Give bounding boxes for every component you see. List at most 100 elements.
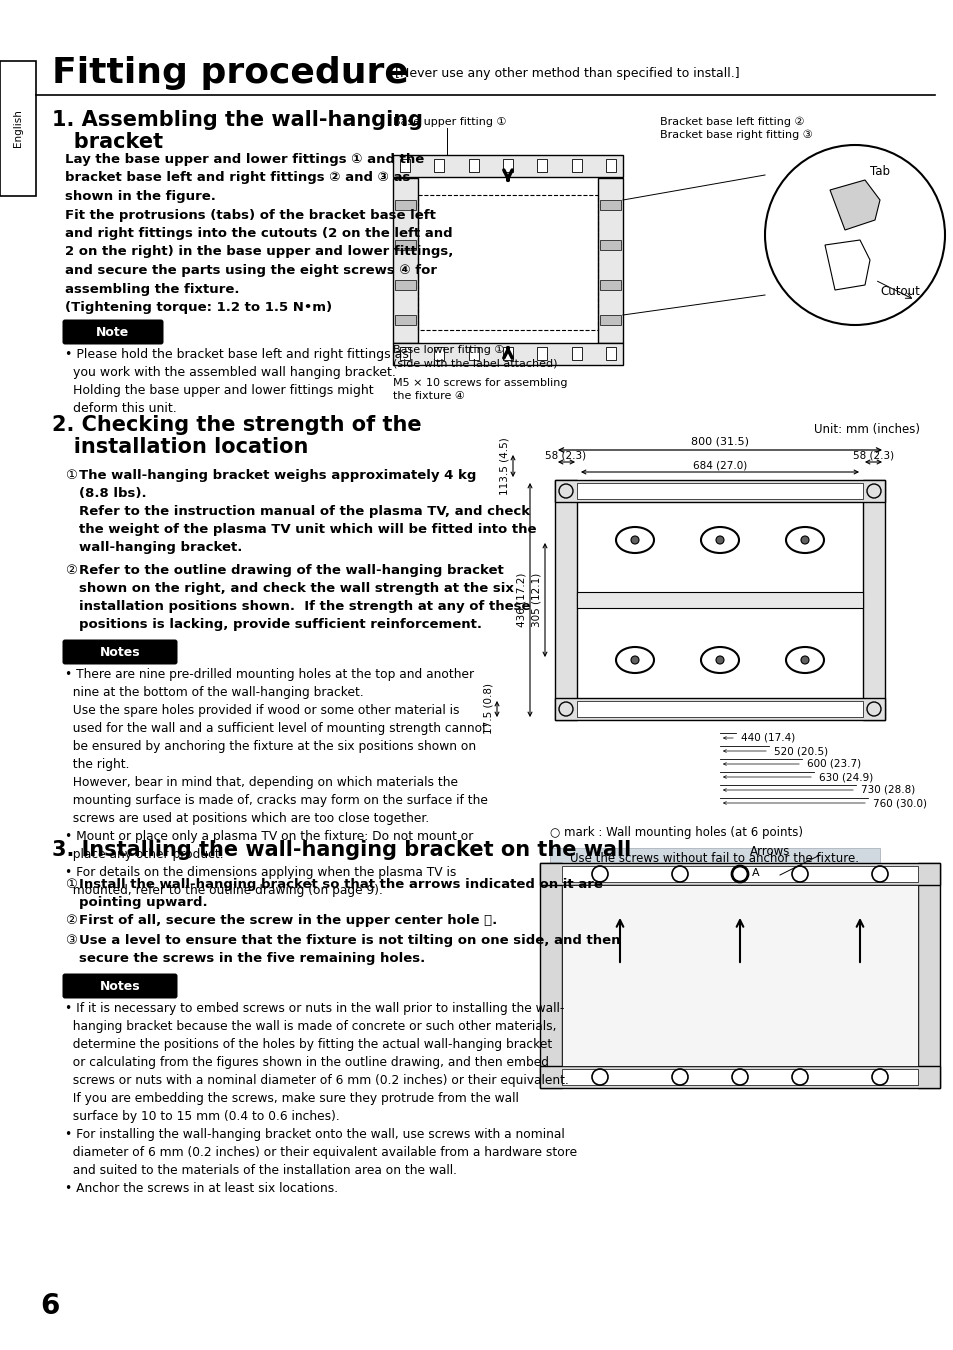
Bar — [393, 155, 622, 177]
Text: 113.5 (4.5): 113.5 (4.5) — [499, 437, 510, 495]
Bar — [393, 178, 417, 343]
Text: First of all, secure the screw in the upper center hole Ⓐ.: First of all, secure the screw in the up… — [79, 914, 497, 927]
Bar — [577, 593, 862, 608]
Text: Use the screws without fail to anchor the fixture.: Use the screws without fail to anchor th… — [570, 852, 859, 865]
Bar — [555, 481, 577, 720]
Bar — [599, 315, 620, 325]
Bar — [399, 159, 410, 171]
Bar — [468, 347, 478, 360]
Bar — [598, 178, 622, 343]
Bar — [539, 1066, 939, 1088]
Text: 17.5 (0.8): 17.5 (0.8) — [483, 683, 494, 734]
Text: The wall-hanging bracket weighs approximately 4 kg
(8.8 lbs).
Refer to the instr: The wall-hanging bracket weighs approxim… — [79, 468, 536, 554]
Bar — [434, 159, 444, 171]
Bar — [539, 863, 561, 1088]
Text: installation location: installation location — [52, 437, 308, 458]
Text: 2. Checking the strength of the: 2. Checking the strength of the — [52, 414, 421, 435]
Text: 436 (17.2): 436 (17.2) — [517, 572, 526, 628]
Bar — [537, 347, 547, 360]
Text: English: English — [13, 109, 23, 147]
FancyBboxPatch shape — [63, 320, 163, 344]
Text: 440 (17.4): 440 (17.4) — [740, 733, 795, 743]
Bar — [599, 240, 620, 250]
Bar — [555, 698, 884, 720]
Bar — [468, 159, 478, 171]
Text: (side with the label attached): (side with the label attached) — [393, 358, 557, 369]
Bar — [555, 481, 884, 502]
Text: 58 (2.3): 58 (2.3) — [545, 450, 586, 460]
Bar — [395, 279, 416, 290]
Bar — [561, 865, 917, 882]
Text: Refer to the outline drawing of the wall-hanging bracket
shown on the right, and: Refer to the outline drawing of the wall… — [79, 564, 530, 630]
Bar — [537, 159, 547, 171]
Text: 58 (2.3): 58 (2.3) — [853, 450, 894, 460]
Text: Base upper fitting ①: Base upper fitting ① — [393, 117, 506, 127]
Text: 730 (28.8): 730 (28.8) — [861, 784, 914, 795]
Bar — [561, 886, 917, 1066]
Bar — [577, 483, 862, 499]
Bar — [917, 863, 939, 1088]
Text: 305 (12.1): 305 (12.1) — [532, 572, 541, 628]
Text: • There are nine pre-drilled mounting holes at the top and another
  nine at the: • There are nine pre-drilled mounting ho… — [65, 668, 487, 896]
Bar — [417, 194, 598, 329]
Text: bracket: bracket — [52, 132, 163, 153]
Bar — [571, 159, 581, 171]
Text: 3. Installing the wall-hanging bracket on the wall: 3. Installing the wall-hanging bracket o… — [52, 840, 631, 860]
Text: 630 (24.9): 630 (24.9) — [818, 772, 872, 782]
Text: A: A — [751, 868, 759, 878]
Text: Bracket base left fitting ②: Bracket base left fitting ② — [659, 117, 803, 127]
Bar — [399, 347, 410, 360]
Bar — [502, 159, 513, 171]
Circle shape — [866, 485, 880, 498]
Text: Cutout: Cutout — [879, 285, 919, 298]
Text: 760 (30.0): 760 (30.0) — [872, 798, 926, 809]
Text: Notes: Notes — [99, 980, 140, 992]
Circle shape — [630, 656, 639, 664]
Polygon shape — [824, 240, 869, 290]
Circle shape — [801, 656, 808, 664]
Bar — [395, 315, 416, 325]
Text: ①: ① — [65, 878, 77, 891]
Circle shape — [630, 536, 639, 544]
Circle shape — [716, 536, 723, 544]
Text: • If it is necessary to embed screws or nuts in the wall prior to installing the: • If it is necessary to embed screws or … — [65, 1002, 577, 1195]
Text: ①: ① — [65, 468, 77, 482]
Circle shape — [866, 702, 880, 716]
Bar — [561, 1069, 917, 1085]
Text: [Never use any other method than specified to install.]: [Never use any other method than specifi… — [395, 66, 739, 80]
Bar — [393, 343, 622, 364]
Text: Unit: mm (inches): Unit: mm (inches) — [813, 423, 919, 436]
Text: Fitting procedure: Fitting procedure — [52, 55, 409, 90]
Bar — [550, 848, 879, 869]
Circle shape — [558, 485, 573, 498]
Text: ○ mark : Wall mounting holes (at 6 points): ○ mark : Wall mounting holes (at 6 point… — [550, 826, 802, 838]
Bar — [605, 159, 616, 171]
Text: 1. Assembling the wall-hanging: 1. Assembling the wall-hanging — [52, 109, 422, 130]
Bar — [605, 347, 616, 360]
Text: 6: 6 — [40, 1292, 59, 1320]
Circle shape — [764, 144, 944, 325]
Bar — [577, 701, 862, 717]
Bar — [571, 347, 581, 360]
Text: Arrows: Arrows — [749, 845, 789, 859]
Text: ②: ② — [65, 564, 77, 576]
Bar — [434, 347, 444, 360]
Text: Notes: Notes — [99, 645, 140, 659]
Text: 800 (31.5): 800 (31.5) — [690, 437, 748, 447]
Circle shape — [801, 536, 808, 544]
Bar — [862, 481, 884, 720]
Bar — [599, 279, 620, 290]
Text: 600 (23.7): 600 (23.7) — [806, 759, 861, 769]
Text: • Please hold the bracket base left and right fittings as
  you work with the as: • Please hold the bracket base left and … — [65, 348, 409, 414]
Bar — [599, 200, 620, 211]
Text: M5 × 10 screws for assembling: M5 × 10 screws for assembling — [393, 378, 567, 387]
Text: Use a level to ensure that the fixture is not tilting on one side, and then
secu: Use a level to ensure that the fixture i… — [79, 934, 619, 965]
Text: ③: ③ — [65, 934, 77, 946]
FancyBboxPatch shape — [63, 640, 177, 664]
Text: Tab: Tab — [869, 165, 889, 178]
Circle shape — [558, 702, 573, 716]
FancyBboxPatch shape — [63, 973, 177, 999]
Bar — [539, 863, 939, 886]
Bar — [395, 240, 416, 250]
Text: Note: Note — [96, 325, 130, 339]
